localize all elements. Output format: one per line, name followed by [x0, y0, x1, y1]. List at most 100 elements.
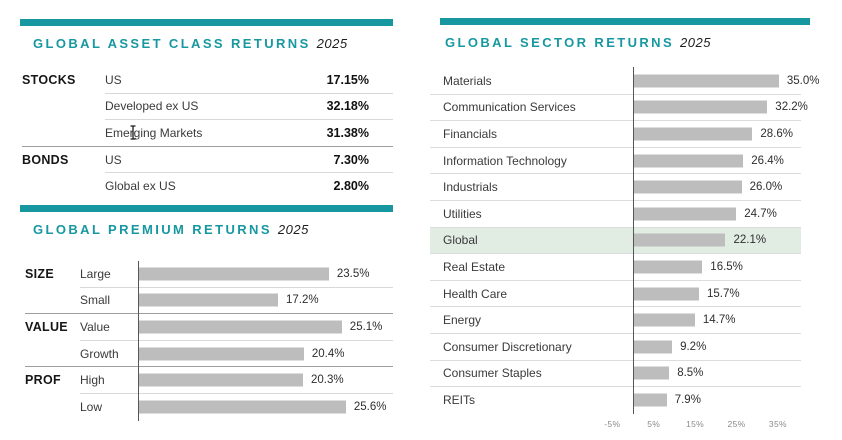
- table-row: Emerging Markets 31.38%: [20, 120, 393, 146]
- row-divider: [105, 119, 393, 121]
- sector-chart-row: Health Care 15.7%: [430, 281, 801, 307]
- sector-bar-label: Communication Services: [443, 100, 576, 115]
- premium-chart-row: Low 25.6%: [20, 394, 393, 420]
- premium-bar-label: Small: [80, 293, 111, 308]
- sector-bar-label: Energy: [443, 313, 482, 328]
- text-cursor-pointer: [128, 125, 138, 140]
- sector-bar-value: 9.2%: [680, 340, 707, 353]
- sector-bar-chart: Materials 35.0% Communication Services 32.2…: [430, 67, 820, 414]
- sector-bar-label: Global: [443, 233, 478, 248]
- asset-row-value: 31.38%: [326, 125, 369, 140]
- x-axis-tick-label: 5%: [647, 419, 661, 429]
- sector-bar: [634, 313, 695, 327]
- asset-row-value: 2.80%: [333, 179, 369, 194]
- sector-bar: [634, 340, 673, 354]
- row-divider: [430, 173, 801, 175]
- asset-class-title: GLOBAL ASSET CLASS RETURNS: [33, 36, 311, 51]
- sector-bar: [634, 233, 726, 247]
- premium-chart-row: Growth 20.4%: [20, 341, 393, 367]
- premium-bar: [139, 293, 278, 307]
- sector-chart-row: Communication Services 32.2%: [430, 95, 808, 121]
- sector-bar-value: 28.6%: [760, 127, 793, 140]
- sector-accent-bar: [440, 18, 810, 25]
- sector-chart-row: Financials 28.6%: [430, 121, 801, 147]
- premium-bar-label: High: [80, 373, 105, 388]
- row-divider: [80, 392, 393, 394]
- row-divider: [430, 199, 801, 201]
- sector-bar-label: Health Care: [443, 286, 508, 301]
- asset-class-table: STOCKS US 17.15% Developed ex US 32.18% Emerg…: [20, 67, 393, 199]
- sector-chart-row: Materials 35.0%: [430, 68, 820, 94]
- row-divider: [430, 386, 801, 388]
- sector-bar-value: 15.7%: [706, 287, 740, 300]
- premium-bar: [139, 267, 329, 281]
- asset-group-label: STOCKS: [22, 72, 76, 87]
- asset-class-header: GLOBAL ASSET CLASS RETURNS 2025: [33, 35, 348, 53]
- row-divider: [430, 93, 801, 95]
- x-axis-tick-label: -5%: [604, 419, 621, 429]
- sector-bar-value: 35.0%: [786, 74, 820, 87]
- sector-bar: [634, 127, 753, 141]
- premium-bar-label: Growth: [80, 346, 119, 361]
- premium-bar-chart: SIZE Large 23.5% Small 17.2% VALUE Value 25.1% G…: [20, 261, 393, 421]
- sector-chart-row: REITs 7.9%: [430, 387, 801, 413]
- sector-row-highlighted: Global 22.1%: [430, 227, 801, 254]
- sector-title: GLOBAL SECTOR RETURNS: [445, 35, 675, 50]
- premium-bar: [139, 320, 342, 334]
- sector-bar-value: 22.1%: [733, 234, 767, 247]
- sector-x-axis-ticks: -5% 5% 15% 25% 35%: [430, 419, 810, 431]
- row-divider: [430, 253, 801, 255]
- row-divider: [430, 332, 801, 334]
- asset-row-label: US: [105, 72, 122, 87]
- table-row: BONDS US 7.30%: [20, 147, 393, 173]
- sector-bar: [634, 180, 742, 194]
- asset-row-label: Global ex US: [105, 179, 176, 194]
- premium-title: GLOBAL PREMIUM RETURNS: [33, 222, 272, 237]
- sector-bar-value: 26.0%: [749, 181, 783, 194]
- row-divider: [430, 279, 801, 281]
- sector-bar-label: Utilities: [443, 206, 482, 221]
- row-divider: [430, 146, 801, 148]
- row-divider: [25, 366, 393, 368]
- sector-chart-row: Real Estate 16.5%: [430, 254, 801, 280]
- premium-chart-row: VALUE Value 25.1%: [20, 314, 393, 340]
- sector-year: 2025: [680, 35, 711, 50]
- asset-row-value: 32.18%: [326, 99, 369, 114]
- premium-zero-axis: [138, 261, 139, 421]
- sector-header: GLOBAL SECTOR RETURNS 2025: [445, 34, 711, 52]
- row-divider: [430, 226, 801, 228]
- premium-bar-label: Value: [80, 319, 110, 334]
- premium-bar: [139, 373, 304, 387]
- sector-bar: [634, 74, 779, 88]
- premium-header: GLOBAL PREMIUM RETURNS 2025: [33, 221, 309, 239]
- sector-bar: [634, 287, 699, 301]
- asset-row-label: Developed ex US: [105, 99, 199, 114]
- premium-bar: [139, 347, 304, 361]
- premium-chart-row: SIZE Large 23.5%: [20, 261, 393, 287]
- row-divider: [80, 286, 393, 288]
- asset-row-value: 7.30%: [333, 152, 369, 167]
- premium-group-label: PROF: [25, 373, 61, 388]
- sector-chart-row: Utilities 24.7%: [430, 201, 801, 227]
- sector-bar-label: Real Estate: [443, 259, 506, 274]
- x-axis-tick-label: 15%: [686, 419, 705, 429]
- premium-chart-row: PROF High 20.3%: [20, 367, 393, 393]
- premium-bar-value: 23.5%: [336, 267, 370, 280]
- sector-bar-value: 8.5%: [677, 367, 704, 380]
- sector-bar-value: 7.9%: [674, 393, 701, 406]
- table-row: Developed ex US 32.18%: [20, 94, 393, 120]
- sector-bar-value: 26.4%: [751, 154, 784, 167]
- premium-bar-value: 20.3%: [311, 374, 344, 387]
- sector-bar: [634, 366, 670, 380]
- sector-panel: GLOBAL SECTOR RETURNS 2025 Materials 35.0%…: [430, 18, 820, 438]
- x-axis-tick-label: 35%: [768, 419, 787, 429]
- premium-bar-value: 25.1%: [349, 320, 383, 333]
- row-divider: [105, 92, 393, 94]
- premium-group-label: SIZE: [25, 266, 54, 281]
- sector-bar-label: Financials: [443, 126, 498, 141]
- premium-panel: GLOBAL PREMIUM RETURNS 2025 SIZE Large 23.5…: [20, 205, 393, 440]
- x-axis-tick-label: 25%: [727, 419, 746, 429]
- asset-group-label: BONDS: [22, 152, 69, 167]
- premium-group-label: VALUE: [25, 319, 68, 334]
